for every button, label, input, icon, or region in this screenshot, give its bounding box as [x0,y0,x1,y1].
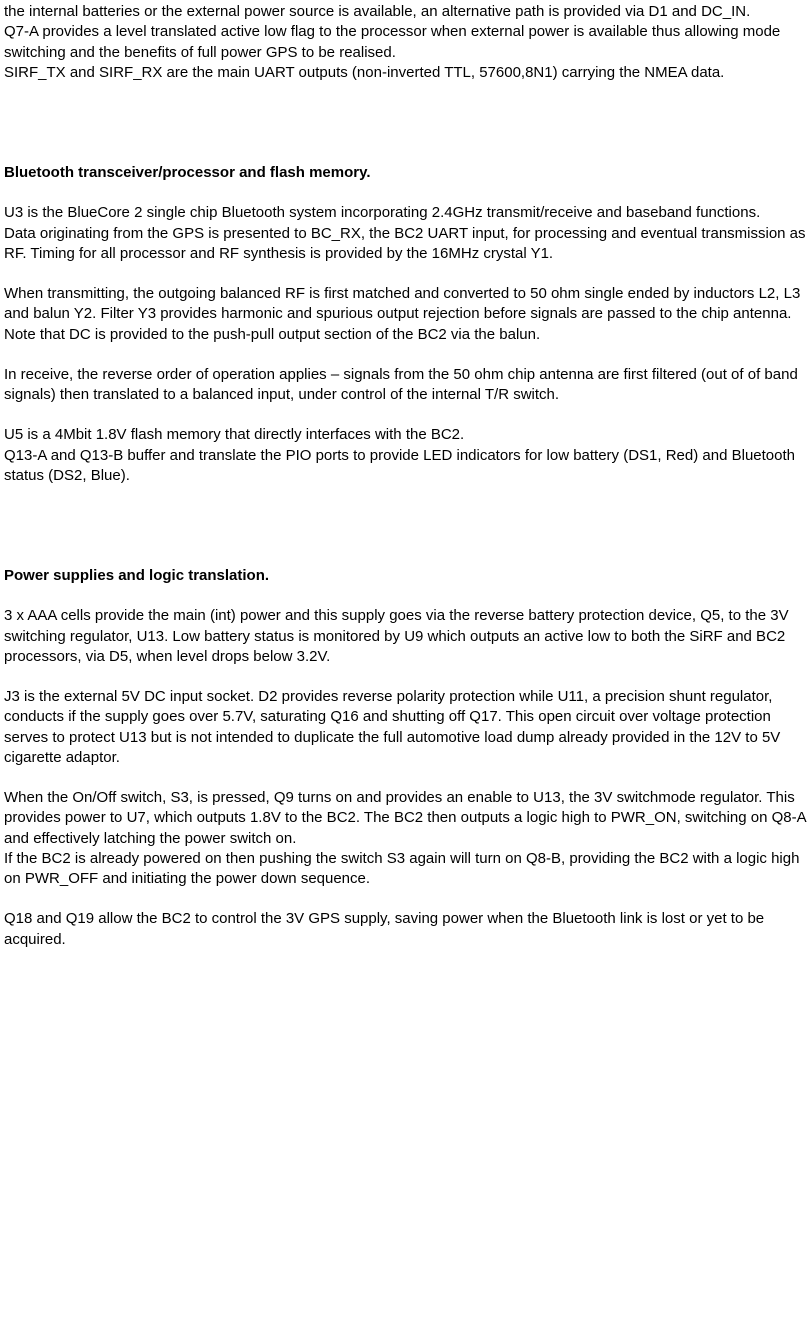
bluetooth-paragraph-6: Q13-A and Q13-B buffer and translate the… [4,446,808,487]
power-paragraph-2: J3 is the external 5V DC input socket. D… [4,687,808,768]
bluetooth-paragraph-1: U3 is the BlueCore 2 single chip Bluetoo… [4,203,808,223]
section-spacer [4,486,808,566]
power-paragraph-1: 3 x AAA cells provide the main (int) pow… [4,606,808,667]
power-paragraph-4: If the BC2 is already powered on then pu… [4,849,808,890]
intro-paragraph-1: the internal batteries or the external p… [4,2,808,22]
paragraph-spacer [4,768,808,788]
paragraph-spacer [4,345,808,365]
intro-paragraph-2: Q7-A provides a level translated active … [4,22,808,63]
section-heading-power: Power supplies and logic translation. [4,566,808,586]
section-heading-bluetooth: Bluetooth transceiver/processor and flas… [4,163,808,183]
intro-paragraph-3: SIRF_TX and SIRF_RX are the main UART ou… [4,63,808,83]
paragraph-spacer [4,405,808,425]
paragraph-spacer [4,889,808,909]
paragraph-spacer [4,667,808,687]
heading-spacer [4,183,808,203]
bluetooth-paragraph-3: When transmitting, the outgoing balanced… [4,284,808,345]
section-spacer [4,83,808,163]
power-paragraph-3: When the On/Off switch, S3, is pressed, … [4,788,808,849]
paragraph-spacer [4,264,808,284]
power-paragraph-5: Q18 and Q19 allow the BC2 to control the… [4,909,808,950]
bluetooth-paragraph-5: U5 is a 4Mbit 1.8V flash memory that dir… [4,425,808,445]
bluetooth-paragraph-4: In receive, the reverse order of operati… [4,365,808,406]
heading-spacer [4,586,808,606]
bluetooth-paragraph-2: Data originating from the GPS is present… [4,224,808,265]
